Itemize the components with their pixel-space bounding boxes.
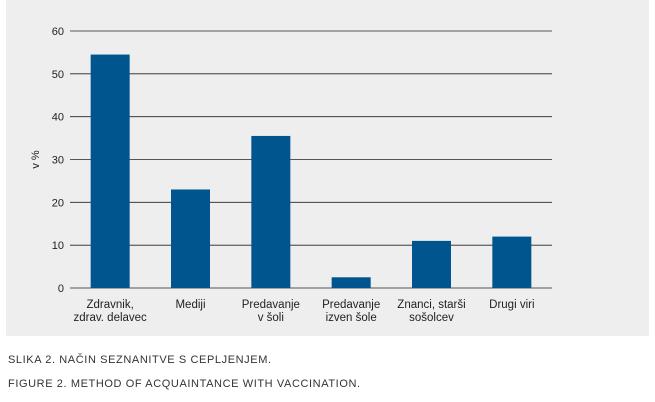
category-label: Mediji xyxy=(175,299,205,311)
y-tick-label: 60 xyxy=(52,26,64,38)
bar xyxy=(492,236,532,288)
y-tick-label: 20 xyxy=(52,197,64,209)
y-tick-label: 40 xyxy=(52,112,64,124)
bar xyxy=(90,54,130,288)
bars xyxy=(90,54,532,288)
caption-slovene: SLIKA 2. NAČIN SEZNANITVE S CEPLJENJEM. xyxy=(8,354,272,366)
y-tick-label: 50 xyxy=(52,69,64,81)
caption-english: FIGURE 2. METHOD OF ACQUAINTANCE WITH VA… xyxy=(8,378,361,390)
y-tick-label: 0 xyxy=(58,283,64,295)
gridlines xyxy=(70,30,552,289)
category-label: Predavanje v šoli xyxy=(242,299,300,324)
y-tick-label: 10 xyxy=(52,240,64,252)
bar-chart: 0 10 20 30 40 50 60 Zdravnik, zdrav. delavec Med… xyxy=(30,26,552,324)
y-axis-label: v % xyxy=(30,150,42,169)
bar xyxy=(171,189,210,288)
y-tick-labels: 0 10 20 30 40 50 60 xyxy=(52,26,64,295)
chart-panel: 0 10 20 30 40 50 60 Zdravnik, zdrav. delavec Med… xyxy=(6,0,649,336)
y-tick-label: 30 xyxy=(52,155,64,167)
bar xyxy=(251,135,291,288)
category-label: Predavanje izven šole xyxy=(322,299,380,324)
bar xyxy=(412,240,451,288)
category-label: Znanci, starši sošolcev xyxy=(397,299,465,324)
category-label: Zdravnik, zdrav. delavec xyxy=(74,299,148,324)
category-labels: Zdravnik, zdrav. delavec Mediji Predavanje v… xyxy=(74,299,535,324)
bar xyxy=(331,277,371,288)
category-label: Drugi viri xyxy=(489,299,534,311)
